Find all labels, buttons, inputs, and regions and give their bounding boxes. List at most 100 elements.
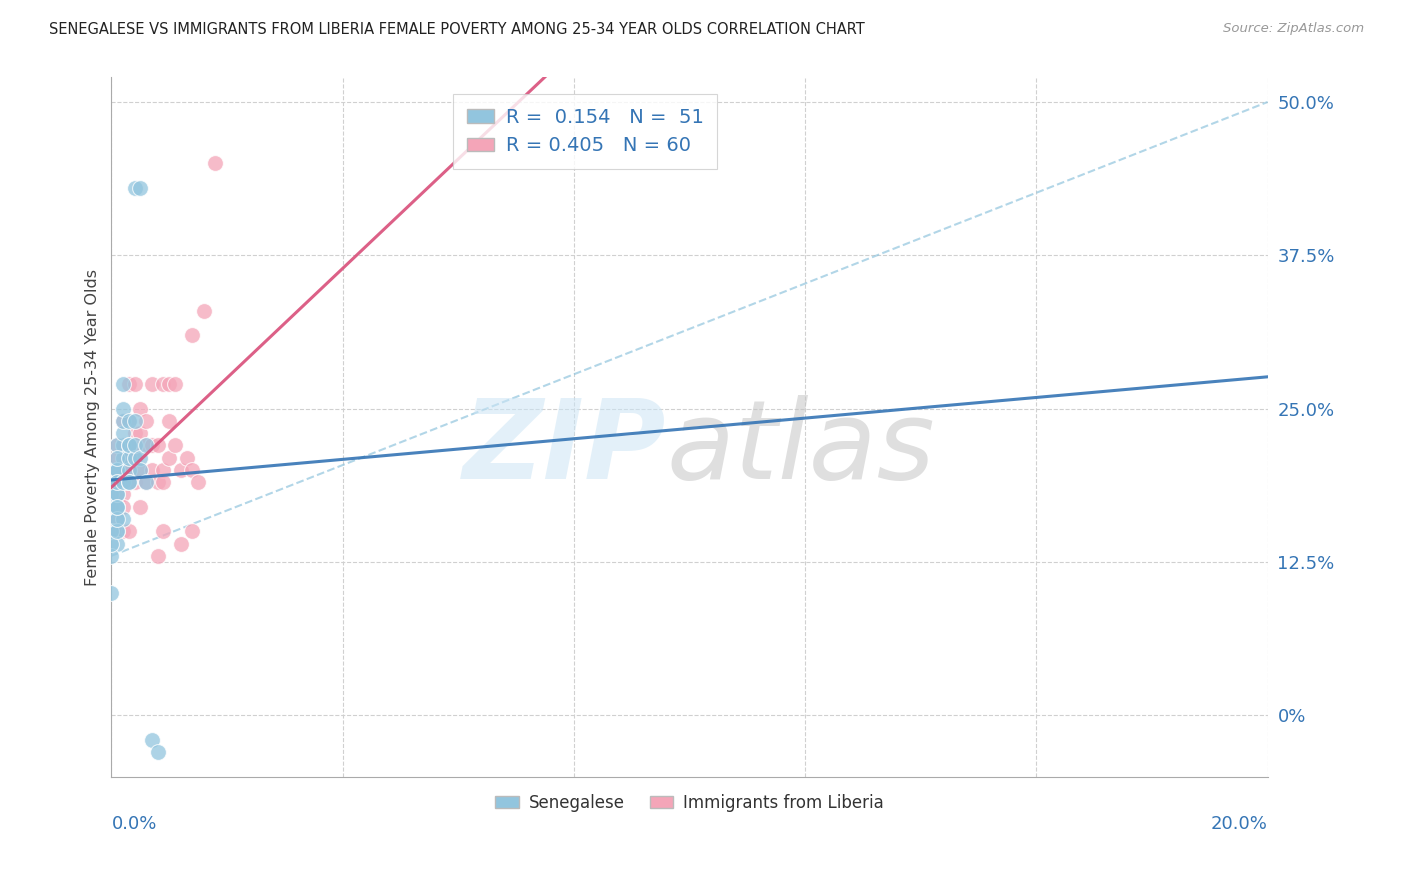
Point xyxy=(118,524,141,539)
Point xyxy=(118,475,141,490)
Point xyxy=(111,463,134,477)
Point xyxy=(129,463,152,477)
Point xyxy=(118,463,141,477)
Point xyxy=(105,463,128,477)
Point xyxy=(124,414,146,428)
Point xyxy=(100,549,122,563)
Point xyxy=(105,512,128,526)
Point xyxy=(100,475,122,490)
Point xyxy=(105,512,128,526)
Point xyxy=(146,438,169,452)
Point xyxy=(204,156,226,170)
Point xyxy=(124,377,146,392)
Point xyxy=(111,512,134,526)
Point xyxy=(129,426,152,441)
Point xyxy=(135,475,157,490)
Point xyxy=(105,524,128,539)
Point xyxy=(111,475,134,490)
Point xyxy=(118,450,141,465)
Point xyxy=(100,585,122,599)
Point xyxy=(105,500,128,514)
Point xyxy=(141,463,163,477)
Point xyxy=(111,414,134,428)
Point xyxy=(124,450,146,465)
Point xyxy=(146,475,169,490)
Point xyxy=(118,377,141,392)
Point xyxy=(124,475,146,490)
Point xyxy=(187,475,209,490)
Point xyxy=(105,487,128,501)
Point xyxy=(152,463,174,477)
Point xyxy=(105,475,128,490)
Text: Source: ZipAtlas.com: Source: ZipAtlas.com xyxy=(1223,22,1364,36)
Point xyxy=(163,438,186,452)
Point xyxy=(118,438,141,452)
Point xyxy=(129,181,152,195)
Point xyxy=(111,401,134,416)
Point xyxy=(111,450,134,465)
Point xyxy=(124,438,146,452)
Point xyxy=(100,487,122,501)
Point xyxy=(118,463,141,477)
Point xyxy=(100,500,122,514)
Point xyxy=(111,438,134,452)
Point xyxy=(141,438,163,452)
Point xyxy=(111,414,134,428)
Point xyxy=(146,549,169,563)
Point xyxy=(124,450,146,465)
Point xyxy=(129,401,152,416)
Point xyxy=(118,475,141,490)
Point xyxy=(111,377,134,392)
Point xyxy=(176,450,198,465)
Point xyxy=(124,438,146,452)
Point xyxy=(105,524,128,539)
Text: ZIP: ZIP xyxy=(463,394,666,501)
Point xyxy=(105,463,128,477)
Point xyxy=(105,438,128,452)
Point xyxy=(105,475,128,490)
Point xyxy=(170,536,193,550)
Point xyxy=(105,463,128,477)
Point xyxy=(118,438,141,452)
Point xyxy=(118,438,141,452)
Text: 0.0%: 0.0% xyxy=(111,815,157,833)
Point xyxy=(152,377,174,392)
Point xyxy=(118,450,141,465)
Point xyxy=(135,438,157,452)
Point xyxy=(181,463,204,477)
Text: 20.0%: 20.0% xyxy=(1211,815,1268,833)
Point xyxy=(105,438,128,452)
Text: atlas: atlas xyxy=(666,394,935,501)
Point xyxy=(111,438,134,452)
Legend: Senegalese, Immigrants from Liberia: Senegalese, Immigrants from Liberia xyxy=(489,788,890,819)
Point xyxy=(135,414,157,428)
Point xyxy=(141,732,163,747)
Point xyxy=(105,487,128,501)
Point xyxy=(105,536,128,550)
Point xyxy=(100,524,122,539)
Point xyxy=(129,463,152,477)
Point xyxy=(111,487,134,501)
Point xyxy=(124,426,146,441)
Point xyxy=(118,475,141,490)
Point xyxy=(163,377,186,392)
Point xyxy=(118,414,141,428)
Point xyxy=(111,524,134,539)
Point xyxy=(105,512,128,526)
Text: SENEGALESE VS IMMIGRANTS FROM LIBERIA FEMALE POVERTY AMONG 25-34 YEAR OLDS CORRE: SENEGALESE VS IMMIGRANTS FROM LIBERIA FE… xyxy=(49,22,865,37)
Point xyxy=(152,475,174,490)
Point xyxy=(111,438,134,452)
Point xyxy=(111,500,134,514)
Point xyxy=(141,377,163,392)
Y-axis label: Female Poverty Among 25-34 Year Olds: Female Poverty Among 25-34 Year Olds xyxy=(86,268,100,585)
Point xyxy=(157,414,180,428)
Point xyxy=(146,745,169,759)
Point xyxy=(181,524,204,539)
Point xyxy=(181,328,204,343)
Point xyxy=(105,500,128,514)
Point xyxy=(100,536,122,550)
Point xyxy=(129,450,152,465)
Point xyxy=(129,500,152,514)
Point xyxy=(105,524,128,539)
Point xyxy=(152,524,174,539)
